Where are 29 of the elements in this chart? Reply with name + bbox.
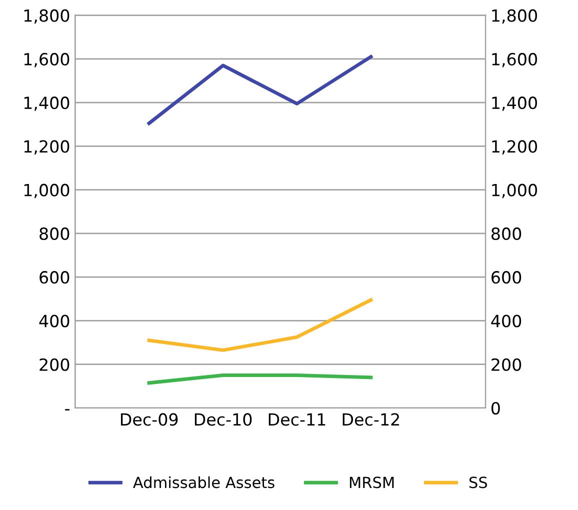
- line-series: [147, 298, 373, 352]
- x-tick-label: Dec-12: [342, 413, 399, 426]
- legend-label: MRSM: [350, 476, 394, 488]
- y2-tick-label: 1,000: [492, 184, 537, 198]
- y-tick-label: 800: [40, 227, 70, 240]
- y-tick-label: 1,400: [24, 96, 70, 111]
- y2-tick-label: 600: [492, 271, 522, 284]
- x-tick-label: Dec-10: [194, 413, 252, 426]
- y2-tick-label: 1,800: [492, 9, 537, 24]
- y2-tick-label: 0: [491, 402, 500, 415]
- y-tick-label: -: [65, 409, 70, 410]
- y2-tick-label: 1,200: [492, 140, 537, 154]
- legend-label: SS: [469, 476, 488, 488]
- line-series: [147, 55, 373, 126]
- y2-tick-label: 800: [492, 227, 522, 240]
- y-tick-label: 400: [39, 314, 70, 328]
- y-tick-label: 200: [40, 358, 70, 371]
- y-tick-label: 1,200: [24, 140, 70, 154]
- y2-tick-label: 1,600: [492, 52, 537, 68]
- legend-label: Admissable Assets: [133, 476, 274, 488]
- y-tick-label: 600: [40, 271, 70, 284]
- y2-tick-label: 400: [491, 314, 522, 328]
- y-tick-label: 1,600: [24, 52, 70, 68]
- y2-tick-label: 1,400: [492, 96, 537, 111]
- y-tick-label: 1,000: [24, 184, 70, 198]
- x-tick-label: Dec-11: [268, 413, 326, 426]
- y-tick-label: 1,800: [24, 9, 70, 24]
- y2-tick-label: 200: [492, 358, 522, 371]
- x-tick-label: Dec-09: [120, 413, 178, 426]
